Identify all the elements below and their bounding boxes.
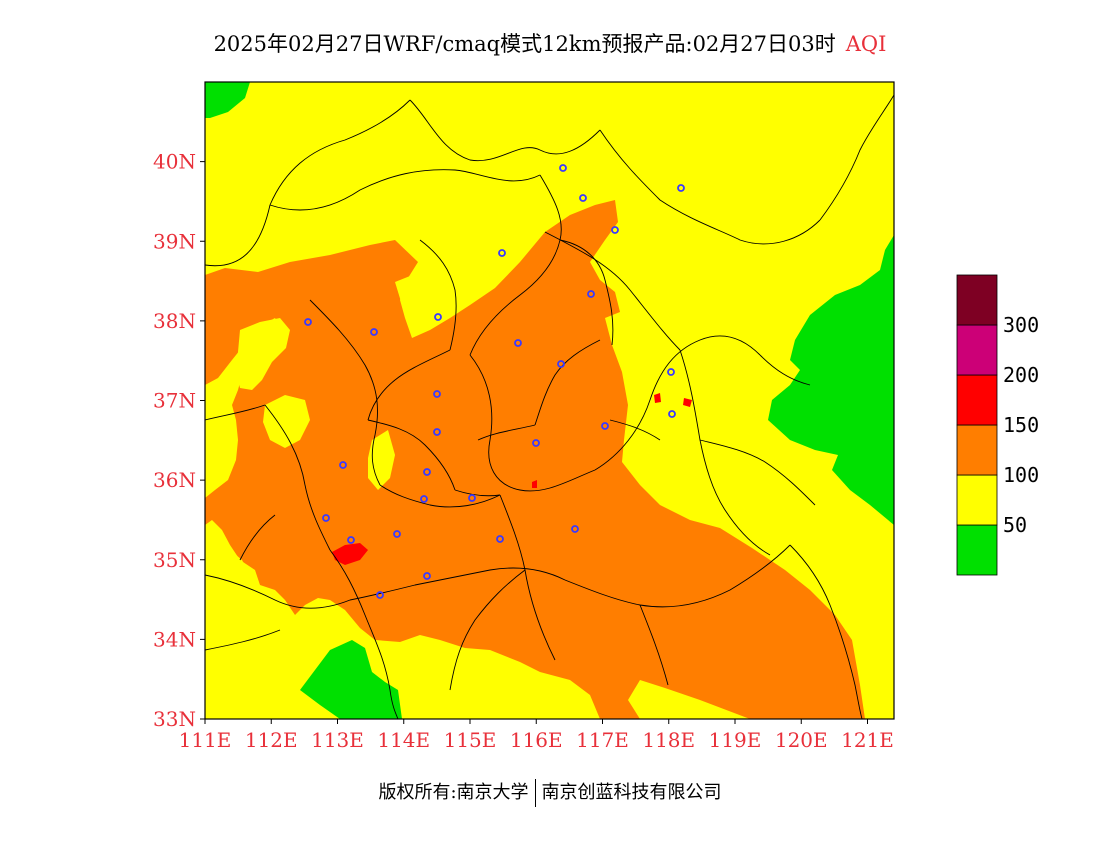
city-marker bbox=[423, 468, 431, 476]
lon-tick-label: 119E bbox=[709, 728, 762, 752]
city-markers bbox=[304, 164, 685, 599]
city-marker bbox=[557, 360, 565, 368]
lon-tick-label: 115E bbox=[444, 728, 497, 752]
unhealthy-hotspot-small-1 bbox=[683, 398, 692, 407]
city-marker bbox=[433, 390, 441, 398]
copyright-owner: 版权所有:南京大学 bbox=[378, 782, 529, 803]
lon-tick-label: 116E bbox=[510, 728, 563, 752]
lon-tick-label: 114E bbox=[377, 728, 430, 752]
lat-tick-label: 38N bbox=[153, 309, 196, 333]
admin-boundaries bbox=[205, 94, 894, 719]
good-region-south bbox=[300, 640, 402, 719]
city-marker bbox=[468, 494, 476, 502]
city-marker bbox=[393, 530, 401, 538]
city-marker bbox=[498, 249, 506, 257]
latitude-axis: 33N 34N 35N 36N 37N 38N 39N 40N bbox=[153, 150, 205, 731]
moderate-hole-south bbox=[208, 548, 250, 592]
legend-swatch bbox=[956, 324, 998, 376]
city-marker bbox=[376, 591, 384, 599]
city-marker bbox=[496, 535, 504, 543]
city-marker bbox=[587, 290, 595, 298]
aqi-legend bbox=[956, 274, 998, 576]
city-marker bbox=[611, 226, 619, 234]
city-marker bbox=[579, 194, 587, 202]
lon-tick-label: 113E bbox=[311, 728, 364, 752]
legend-label: 50 bbox=[1003, 513, 1028, 537]
city-marker bbox=[423, 572, 431, 580]
footer-separator bbox=[534, 779, 536, 807]
map-title: 2025年02月27日WRF/cmaq模式12km预报产品:02月27日03时 A… bbox=[0, 28, 1100, 58]
city-marker bbox=[304, 318, 312, 326]
city-marker bbox=[532, 439, 540, 447]
title-text: 2025年02月27日WRF/cmaq模式12km预报产品:02月27日03时 bbox=[213, 32, 836, 56]
title-variable: AQI bbox=[845, 32, 887, 56]
city-marker bbox=[339, 461, 347, 469]
lat-tick-label: 37N bbox=[153, 389, 196, 413]
city-marker bbox=[433, 428, 441, 436]
moderate-hole-north bbox=[395, 270, 460, 325]
city-marker bbox=[434, 313, 442, 321]
legend-label: 100 bbox=[1003, 463, 1040, 487]
unhealthy-hotspot-small-3 bbox=[532, 480, 537, 488]
copyright-company: 南京创蓝科技有限公司 bbox=[541, 782, 722, 803]
legend-swatch bbox=[956, 374, 998, 426]
lon-tick-label: 117E bbox=[576, 728, 629, 752]
good-region-east bbox=[768, 235, 894, 525]
unhealthy-sensitive-region bbox=[205, 200, 865, 719]
city-marker bbox=[601, 422, 609, 430]
city-marker bbox=[559, 164, 567, 172]
legend-swatch bbox=[956, 524, 998, 576]
city-marker bbox=[370, 328, 378, 336]
longitude-axis: 111E 112E 113E 114E 115E 116E 117E 118E 119E 120E… bbox=[179, 719, 894, 752]
lat-tick-label: 39N bbox=[153, 229, 196, 253]
lon-tick-label: 120E bbox=[775, 728, 828, 752]
lat-tick-label: 33N bbox=[153, 707, 196, 731]
aqi-field bbox=[205, 82, 894, 719]
legend-label: 150 bbox=[1003, 413, 1040, 437]
legend-swatch bbox=[956, 274, 998, 326]
moderate-hole-central bbox=[263, 395, 310, 448]
lat-tick-label: 36N bbox=[153, 468, 196, 492]
legend-swatch bbox=[956, 424, 998, 476]
lon-tick-label: 112E bbox=[245, 728, 298, 752]
lon-tick-label: 121E bbox=[841, 728, 894, 752]
city-marker bbox=[677, 184, 685, 192]
lon-tick-label: 118E bbox=[642, 728, 695, 752]
good-region-northwest bbox=[205, 82, 250, 118]
legend-label: 200 bbox=[1003, 363, 1040, 387]
city-marker bbox=[514, 339, 522, 347]
unhealthy-hotspot-small-2 bbox=[654, 393, 661, 403]
city-marker bbox=[667, 368, 675, 376]
legend-label: 300 bbox=[1003, 313, 1040, 337]
lat-tick-label: 40N bbox=[153, 150, 196, 174]
lat-tick-label: 34N bbox=[153, 627, 196, 651]
moderate-hole-gap bbox=[368, 430, 395, 490]
city-marker bbox=[347, 536, 355, 544]
city-marker bbox=[668, 410, 676, 418]
lon-tick-label: 111E bbox=[179, 728, 232, 752]
city-marker bbox=[322, 514, 330, 522]
footer: 版权所有:南京大学 南京创蓝科技有限公司 bbox=[0, 778, 1100, 807]
lat-tick-label: 35N bbox=[153, 548, 196, 572]
moderate-hole-west bbox=[236, 318, 290, 390]
city-marker bbox=[571, 525, 579, 533]
legend-swatch bbox=[956, 474, 998, 526]
unhealthy-hotspot-main bbox=[332, 543, 368, 565]
city-marker bbox=[420, 495, 428, 503]
